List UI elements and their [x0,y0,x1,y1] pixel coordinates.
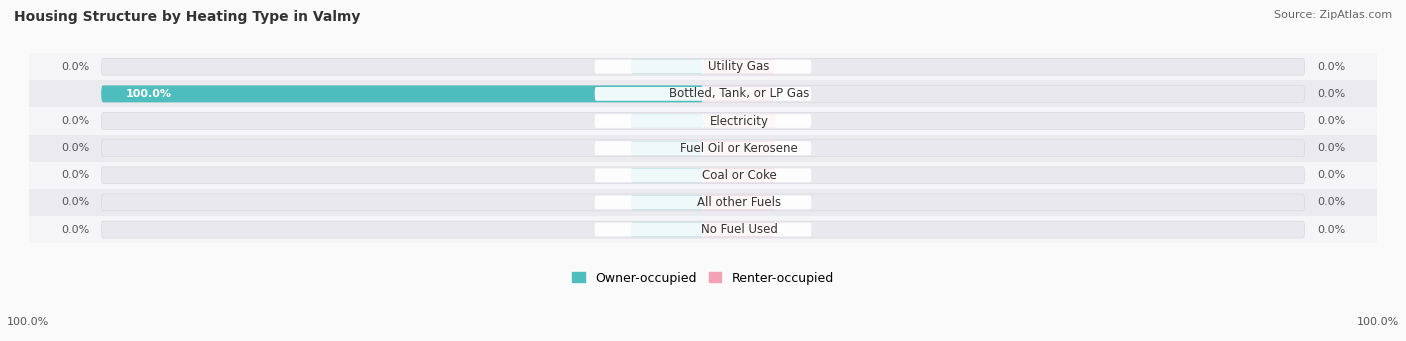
Text: Housing Structure by Heating Type in Valmy: Housing Structure by Heating Type in Val… [14,10,360,24]
FancyBboxPatch shape [631,195,703,209]
FancyBboxPatch shape [595,114,811,128]
Text: Fuel Oil or Kerosene: Fuel Oil or Kerosene [681,142,799,155]
FancyBboxPatch shape [595,223,811,236]
FancyBboxPatch shape [631,114,703,128]
Text: 0.0%: 0.0% [60,62,89,72]
Text: Source: ZipAtlas.com: Source: ZipAtlas.com [1274,10,1392,20]
Text: Utility Gas: Utility Gas [709,60,770,73]
Text: Coal or Coke: Coal or Coke [702,169,776,182]
FancyBboxPatch shape [631,168,703,182]
Text: 0.0%: 0.0% [1317,143,1346,153]
Text: 0.0%: 0.0% [1317,225,1346,235]
FancyBboxPatch shape [101,86,1305,102]
FancyBboxPatch shape [631,60,703,74]
FancyBboxPatch shape [703,114,775,128]
Text: Bottled, Tank, or LP Gas: Bottled, Tank, or LP Gas [669,87,810,100]
Text: 0.0%: 0.0% [60,225,89,235]
FancyBboxPatch shape [101,86,703,102]
Text: 100.0%: 100.0% [7,317,49,327]
Bar [11,162,1395,189]
FancyBboxPatch shape [703,87,775,101]
Text: 0.0%: 0.0% [60,116,89,126]
FancyBboxPatch shape [703,168,775,182]
FancyBboxPatch shape [631,223,703,236]
Text: No Fuel Used: No Fuel Used [700,223,778,236]
Text: 0.0%: 0.0% [1317,170,1346,180]
FancyBboxPatch shape [101,58,1305,75]
Text: 100.0%: 100.0% [125,89,172,99]
Text: 0.0%: 0.0% [60,143,89,153]
FancyBboxPatch shape [101,194,1305,211]
FancyBboxPatch shape [595,60,811,74]
Text: Electricity: Electricity [710,115,769,128]
Text: 0.0%: 0.0% [1317,62,1346,72]
FancyBboxPatch shape [101,113,1305,130]
FancyBboxPatch shape [703,60,775,74]
Bar [11,189,1395,216]
Text: All other Fuels: All other Fuels [697,196,782,209]
FancyBboxPatch shape [595,195,811,209]
FancyBboxPatch shape [631,87,703,101]
Text: 0.0%: 0.0% [1317,116,1346,126]
FancyBboxPatch shape [595,141,811,155]
FancyBboxPatch shape [703,223,775,236]
FancyBboxPatch shape [101,167,1305,184]
Bar [11,80,1395,107]
FancyBboxPatch shape [595,168,811,182]
Text: 0.0%: 0.0% [1317,197,1346,207]
Bar [11,135,1395,162]
FancyBboxPatch shape [703,141,775,155]
Bar [11,216,1395,243]
FancyBboxPatch shape [595,87,811,101]
Legend: Owner-occupied, Renter-occupied: Owner-occupied, Renter-occupied [572,271,834,284]
Bar [11,107,1395,135]
Text: 0.0%: 0.0% [1317,89,1346,99]
FancyBboxPatch shape [631,141,703,155]
FancyBboxPatch shape [703,195,775,209]
Text: 100.0%: 100.0% [1357,317,1399,327]
FancyBboxPatch shape [101,140,1305,157]
Bar [11,53,1395,80]
Text: 0.0%: 0.0% [60,170,89,180]
Text: 0.0%: 0.0% [60,197,89,207]
FancyBboxPatch shape [101,221,1305,238]
